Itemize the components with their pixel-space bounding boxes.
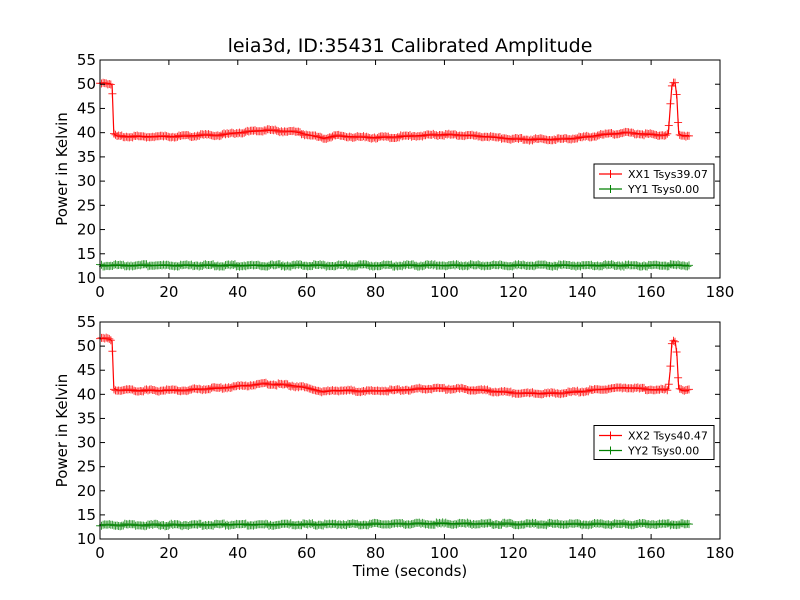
x-tick-label: 180	[706, 544, 735, 562]
series-line	[99, 337, 690, 394]
y-tick-label: 20	[77, 221, 96, 239]
x-tick-label: 60	[297, 283, 316, 301]
chart-panel-bottom: 0 20 40 60 80 100 120 140 160 180 10 15 20 25 30 35 40 45…	[53, 313, 734, 580]
x-tick-label: 60	[297, 544, 316, 562]
x-tick-label: 100	[430, 544, 459, 562]
y-tick-label: 10	[77, 269, 96, 287]
data-point	[663, 386, 672, 395]
y-tick-label: 15	[77, 245, 96, 263]
y-tick-label: 35	[77, 148, 96, 166]
data-point	[661, 384, 670, 393]
data-point	[97, 521, 106, 530]
y-tick-label: 30	[77, 172, 96, 190]
legend-swatch-marker	[606, 185, 615, 193]
y-tick-label: 35	[77, 409, 96, 427]
data-point	[105, 334, 114, 343]
legend-entry: XX2 Tsys40.47	[628, 430, 708, 443]
data-point	[685, 385, 693, 394]
x-tick-label: 140	[568, 544, 597, 562]
x-tick-label: 20	[159, 544, 178, 562]
data-point	[97, 260, 106, 269]
data-point	[664, 380, 673, 389]
x-tick-label: 120	[499, 544, 528, 562]
x-tick-label: 140	[568, 283, 597, 301]
data-point	[664, 121, 673, 130]
y-tick-label: 20	[77, 482, 96, 500]
chart-panel-top: 0 20 40 60 80 100 120 140 160 180 10 15 20 25 30 35 40 45…	[53, 51, 734, 301]
x-tick-label: 160	[637, 544, 666, 562]
data-point	[666, 99, 675, 108]
y-tick-label: 25	[77, 458, 96, 476]
data-point	[671, 337, 679, 346]
x-tick-label: 40	[228, 544, 247, 562]
series-markers	[96, 333, 693, 399]
data-point	[661, 131, 670, 140]
data-point	[674, 373, 683, 382]
y-tick-label: 25	[77, 196, 96, 214]
y-tick-label: 40	[77, 385, 96, 403]
y-tick-label: 55	[77, 51, 96, 69]
data-point	[108, 89, 117, 98]
legend-box	[593, 425, 715, 460]
data-point	[685, 261, 693, 270]
legend-entry: YY2 Tsys0.00	[627, 445, 699, 458]
x-axis-label: Time (seconds)	[352, 562, 468, 580]
y-tick-label: 10	[77, 530, 96, 548]
plot-frame	[99, 59, 721, 279]
y-tick-label: 30	[77, 434, 96, 452]
data-point	[672, 90, 681, 99]
plot-frame	[99, 321, 721, 540]
legend-swatch-marker	[606, 431, 615, 440]
data-point	[674, 118, 683, 127]
y-tick-label: 15	[77, 506, 96, 524]
x-tick-label: 160	[637, 283, 666, 301]
y-axis-label: Power in Kelvin	[53, 112, 71, 226]
legend-entry: XX1 Tsys39.07	[628, 168, 708, 181]
x-tick-label: 0	[95, 283, 105, 301]
legend: XX1 Tsys39.07 YY1 Tsys0.00	[593, 163, 715, 199]
legend: XX2 Tsys40.47 YY2 Tsys0.00	[593, 425, 715, 460]
y-tick-label: 45	[77, 361, 96, 379]
y-tick-label: 50	[77, 75, 96, 93]
x-tick-label: 180	[706, 283, 735, 301]
x-tick-label: 80	[366, 283, 385, 301]
data-point	[663, 129, 672, 138]
series-1-2	[96, 260, 693, 271]
series-markers	[96, 260, 693, 271]
data-point	[685, 520, 693, 529]
series-markers	[96, 518, 693, 531]
legend-swatch-marker	[606, 446, 615, 455]
x-tick-label: 20	[159, 283, 178, 301]
x-tick-label: 120	[499, 283, 528, 301]
series-2-2	[96, 518, 693, 531]
data-point	[669, 336, 678, 345]
figure-title: leia3d, ID:35431 Calibrated Amplitude	[228, 35, 593, 57]
data-point	[106, 80, 115, 89]
series-2-1	[96, 333, 693, 399]
y-tick-label: 45	[77, 99, 96, 117]
series-1-1	[96, 78, 693, 145]
x-tick-label: 80	[366, 544, 385, 562]
y-tick-label: 50	[77, 337, 96, 355]
data-point	[671, 78, 679, 87]
y-axis-label: Power in Kelvin	[53, 374, 71, 488]
data-point	[672, 348, 681, 356]
data-point	[106, 336, 115, 345]
data-point	[683, 262, 692, 271]
x-tick-label: 100	[430, 283, 459, 301]
y-tick-label: 55	[77, 313, 96, 331]
legend-box	[593, 163, 715, 199]
x-tick-label: 40	[228, 283, 247, 301]
data-point	[108, 347, 117, 356]
legend-entry: YY1 Tsys0.00	[627, 183, 699, 196]
x-tick-label: 0	[95, 544, 105, 562]
data-point	[685, 131, 693, 140]
y-tick-label: 40	[77, 124, 96, 142]
data-point	[666, 362, 675, 371]
legend-swatch-marker	[606, 170, 615, 178]
series-markers	[96, 78, 693, 145]
